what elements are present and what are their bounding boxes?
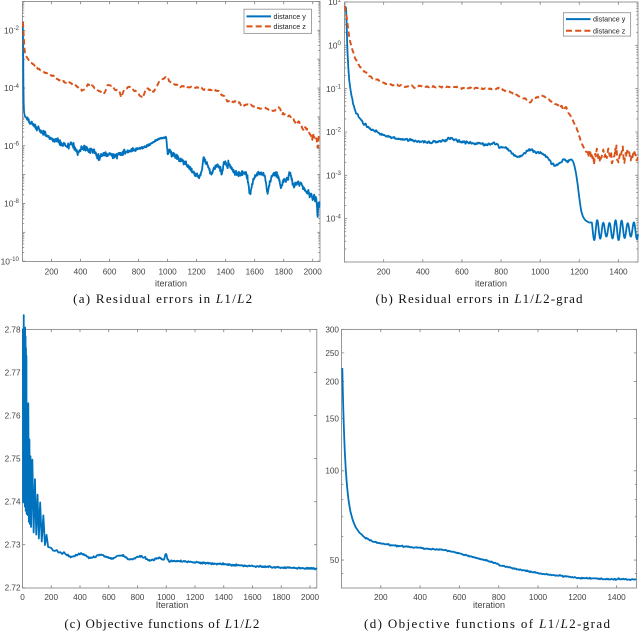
- svg-text:400: 400: [413, 593, 427, 602]
- svg-text:800: 800: [492, 593, 506, 602]
- svg-text:1200: 1200: [568, 593, 587, 602]
- svg-text:2000: 2000: [301, 593, 320, 602]
- svg-text:2.77: 2.77: [5, 368, 21, 377]
- svg-text:10-1: 10-1: [326, 83, 342, 93]
- svg-text:(b) Residual errors in L1/L2-g: (b) Residual errors in L1/L2-grad: [376, 291, 584, 306]
- svg-text:Iteration: Iteration: [156, 600, 189, 610]
- svg-text:10-3: 10-3: [326, 170, 342, 180]
- svg-text:iteration: iteration: [475, 279, 507, 289]
- svg-text:10-4: 10-4: [4, 83, 20, 93]
- svg-text:10-6: 10-6: [4, 140, 20, 150]
- svg-text:100: 100: [328, 40, 341, 50]
- svg-text:10-2: 10-2: [326, 127, 342, 137]
- svg-text:2.78: 2.78: [5, 325, 21, 334]
- svg-text:250: 250: [325, 349, 339, 358]
- svg-text:1600: 1600: [246, 268, 265, 277]
- svg-text:400: 400: [416, 268, 430, 277]
- svg-text:1000: 1000: [529, 593, 548, 602]
- svg-text:1200: 1200: [187, 268, 206, 277]
- svg-text:400: 400: [74, 268, 88, 277]
- svg-text:2.75: 2.75: [5, 455, 21, 464]
- svg-text:distance z: distance z: [593, 26, 626, 35]
- svg-text:1000: 1000: [158, 268, 177, 277]
- svg-text:600: 600: [102, 593, 116, 602]
- svg-text:200: 200: [44, 593, 58, 602]
- svg-text:800: 800: [494, 268, 508, 277]
- svg-text:400: 400: [73, 593, 87, 602]
- svg-text:distance y: distance y: [274, 12, 307, 21]
- svg-text:50: 50: [330, 556, 340, 565]
- svg-text:1000: 1000: [157, 593, 176, 602]
- svg-text:300: 300: [325, 325, 339, 334]
- svg-text:iteration: iteration: [155, 279, 187, 289]
- svg-text:2.73: 2.73: [5, 541, 21, 550]
- svg-text:101: 101: [328, 0, 341, 7]
- svg-text:1400: 1400: [607, 593, 626, 602]
- svg-text:200: 200: [377, 268, 391, 277]
- svg-text:2.76: 2.76: [5, 411, 21, 420]
- svg-text:(d) Objective functions of L1/: (d) Objective functions of L1/L2-grad: [364, 616, 611, 631]
- svg-text:10-4: 10-4: [326, 213, 342, 223]
- svg-text:200: 200: [325, 378, 339, 387]
- svg-text:600: 600: [455, 268, 469, 277]
- svg-text:(a) Residual errors in L1/L2: (a) Residual errors in L1/L2: [73, 291, 252, 306]
- svg-text:1800: 1800: [275, 268, 294, 277]
- svg-text:1600: 1600: [243, 593, 262, 602]
- svg-text:distance y: distance y: [593, 15, 626, 24]
- svg-text:1400: 1400: [215, 593, 234, 602]
- svg-text:10-8: 10-8: [4, 198, 20, 208]
- svg-text:distance z: distance z: [274, 22, 307, 31]
- svg-text:10-2: 10-2: [4, 25, 20, 35]
- svg-text:150: 150: [325, 415, 339, 424]
- svg-text:1200: 1200: [570, 268, 589, 277]
- svg-text:200: 200: [374, 593, 388, 602]
- svg-text:600: 600: [453, 593, 467, 602]
- svg-text:0: 0: [20, 593, 25, 602]
- svg-text:100: 100: [325, 467, 339, 476]
- svg-text:10-10: 10-10: [1, 256, 20, 266]
- svg-text:1200: 1200: [186, 593, 205, 602]
- svg-text:2.72: 2.72: [5, 584, 21, 593]
- svg-text:1400: 1400: [609, 268, 628, 277]
- svg-text:200: 200: [45, 268, 59, 277]
- svg-text:1800: 1800: [272, 593, 291, 602]
- svg-text:2000: 2000: [304, 268, 323, 277]
- svg-text:iteration: iteration: [473, 600, 505, 610]
- svg-text:1000: 1000: [531, 268, 550, 277]
- svg-text:1400: 1400: [216, 268, 235, 277]
- svg-text:600: 600: [103, 268, 117, 277]
- svg-text:2.74: 2.74: [5, 498, 21, 507]
- svg-text:(c) Objective functions of L1/: (c) Objective functions of L1/L2: [64, 616, 259, 631]
- svg-text:800: 800: [131, 593, 145, 602]
- svg-text:800: 800: [132, 268, 146, 277]
